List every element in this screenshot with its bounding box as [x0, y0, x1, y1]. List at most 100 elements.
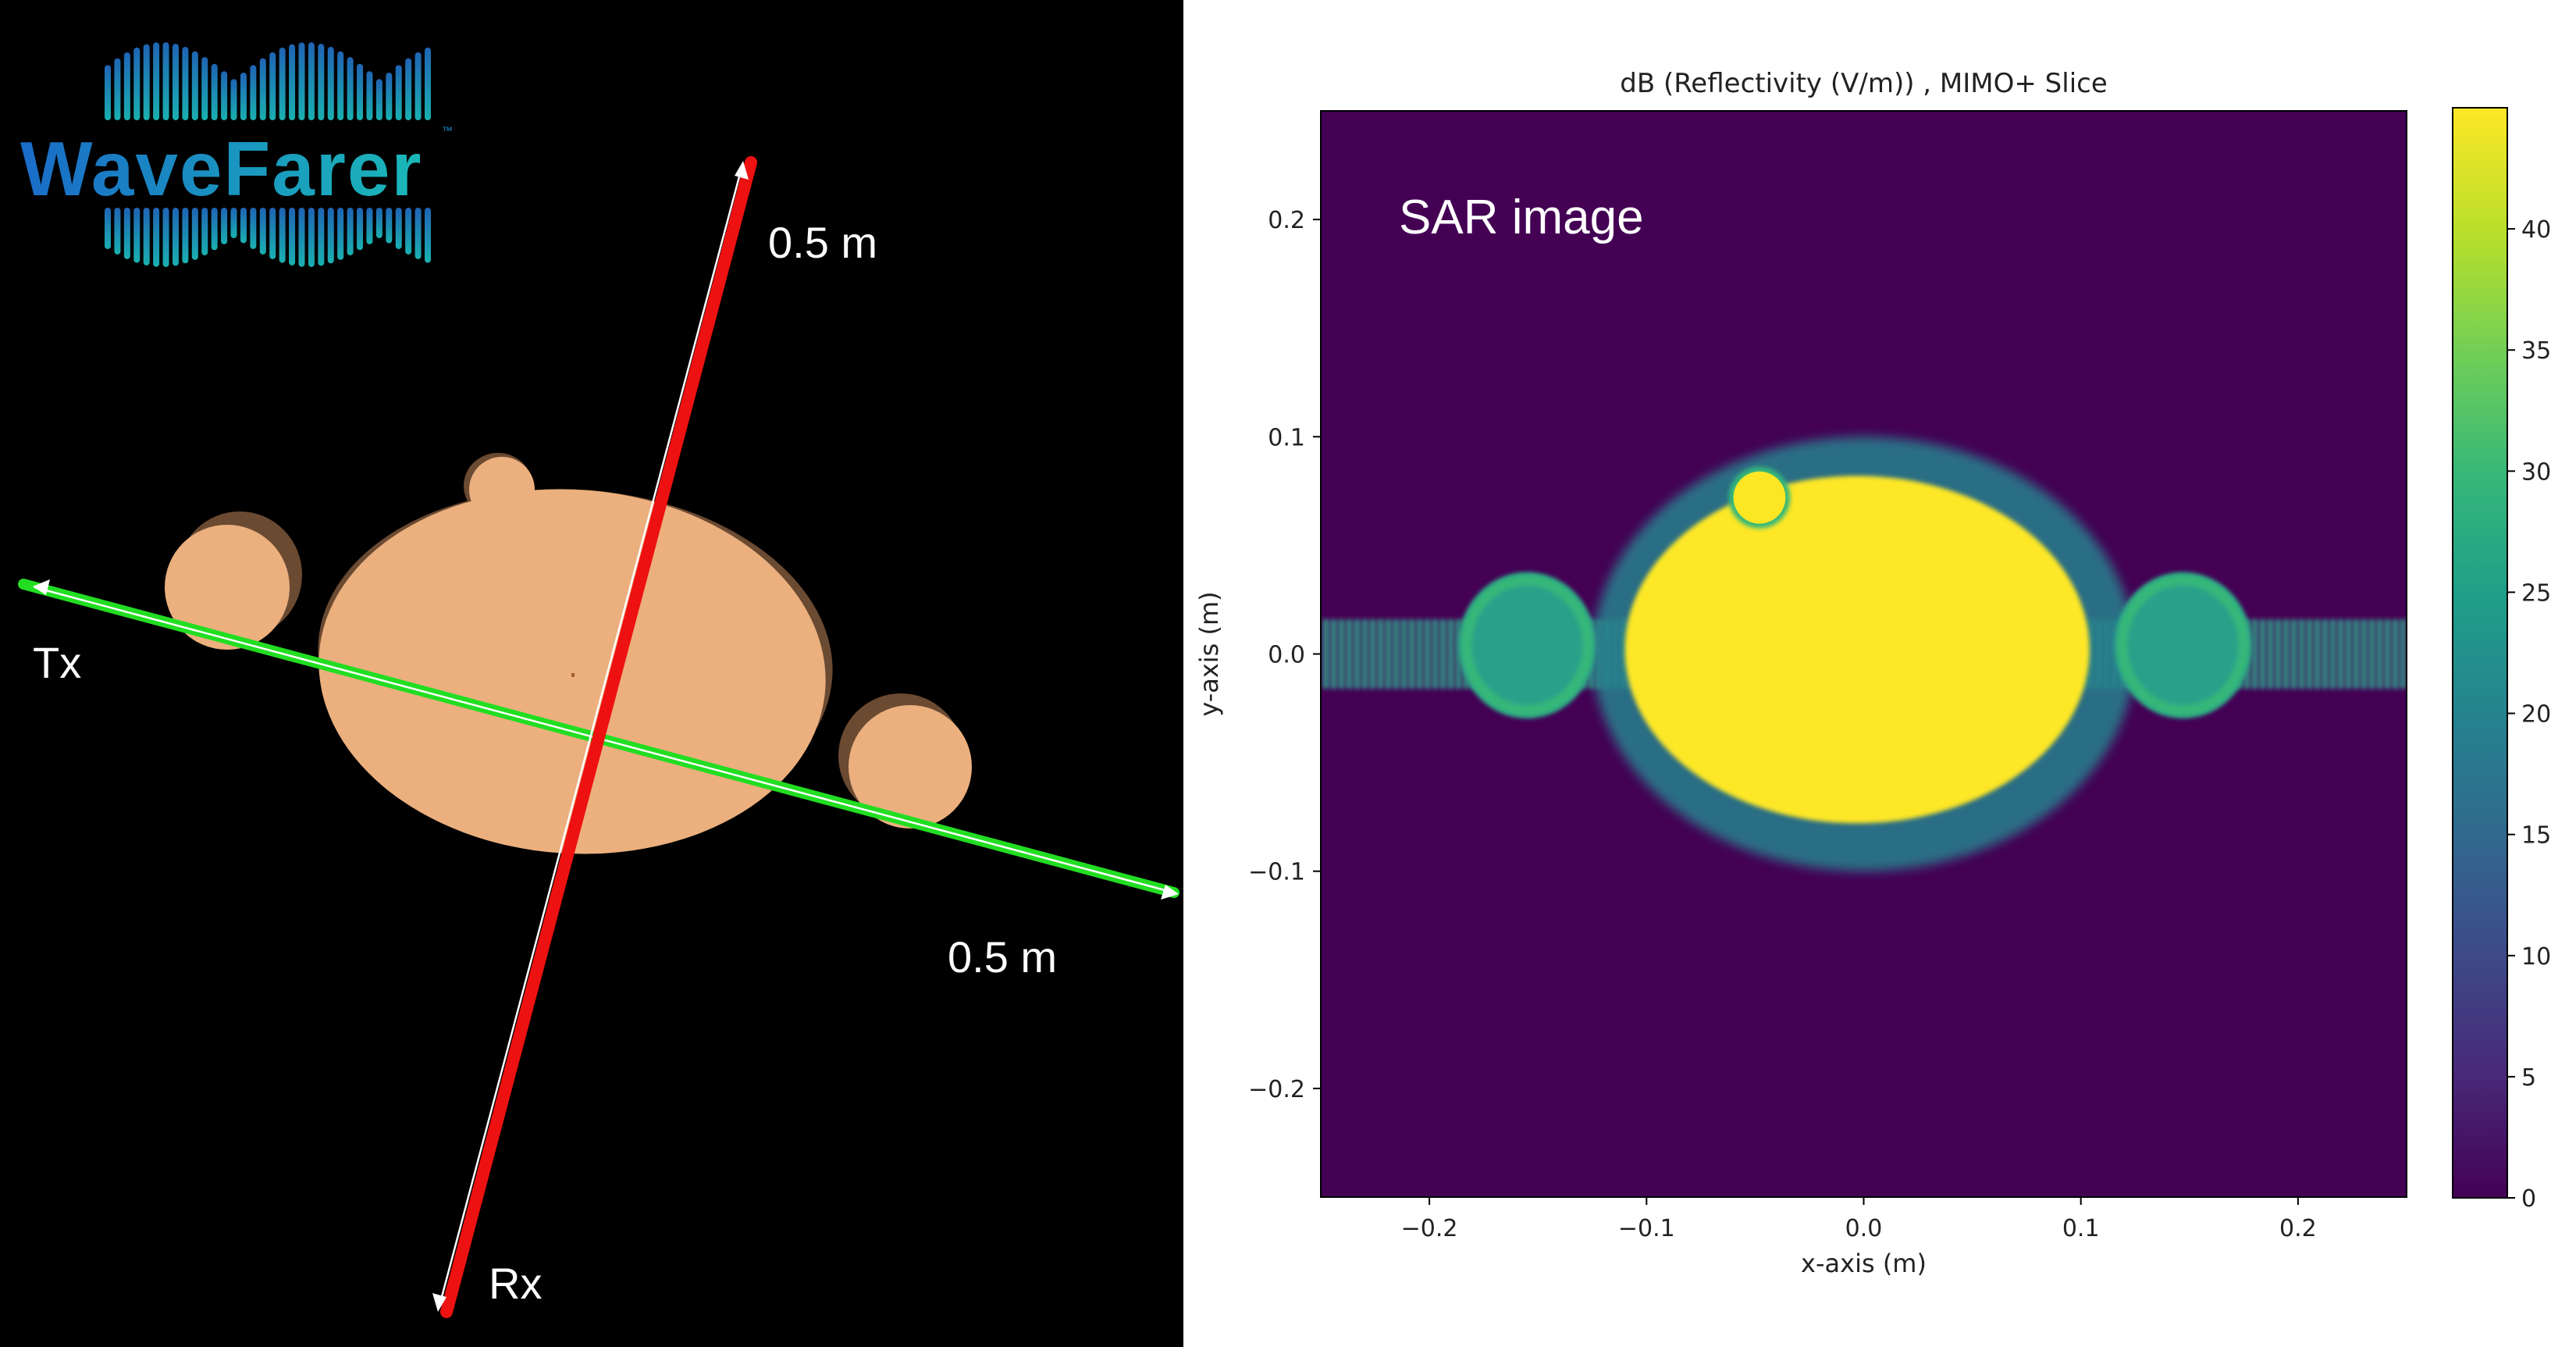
rx-arrow-head-end — [432, 1293, 447, 1312]
logo-wave-bar-bottom — [123, 208, 130, 259]
y-tick-label: 0.2 — [1268, 207, 1305, 234]
x-tick-label: −0.1 — [1618, 1215, 1675, 1242]
heatmap-ring — [1461, 574, 1594, 716]
logo-wave-bar-top — [269, 52, 276, 120]
logo-wave-bar-bottom — [386, 208, 393, 244]
logo-wave-bar-bottom — [153, 208, 160, 267]
logo-wave-bar-bottom — [182, 208, 189, 264]
colorbar-tick-label: 15 — [2521, 822, 2551, 850]
rx-label: Rx — [489, 1259, 542, 1308]
x-tick-label: 0.2 — [2279, 1215, 2317, 1242]
logo-wave-bar-top — [143, 44, 150, 120]
sar-image-annotation: SAR image — [1399, 191, 1644, 244]
scene-canvas: WaveFarer ™ — [18, 42, 1179, 1318]
y-tick-label: 0.0 — [1268, 642, 1305, 669]
x-axis-ticks: −0.2 −0.1 0.0 0.1 0.2 — [1401, 1197, 2317, 1242]
logo-wave-bar-bottom — [366, 208, 373, 244]
logo-wave-bar-top — [240, 72, 247, 120]
logo-wave-bar-top — [425, 47, 431, 121]
body-ellipse — [318, 489, 826, 854]
logo-wave-bar-bottom — [337, 208, 344, 260]
logo-wave-bar-bottom — [279, 208, 286, 263]
logo-wave-bar-top — [337, 51, 344, 120]
logo-wave-bar-top — [172, 44, 179, 120]
logo-wave-bar-top — [327, 46, 334, 120]
colorbar-tick-label: 25 — [2521, 579, 2551, 607]
logo-wave-bar-top — [153, 42, 160, 120]
body-center-marker — [571, 673, 575, 677]
colorbar-tick-label: 20 — [2521, 701, 2551, 729]
logo-wave-bar-top — [201, 57, 208, 120]
logo-wave-bar-top — [415, 52, 422, 120]
rx-arrow-head-start — [735, 161, 749, 180]
y-tick-label: −0.1 — [1248, 859, 1305, 886]
heatmap-ring — [2116, 574, 2250, 716]
logo-wave-bar-bottom — [405, 208, 412, 255]
sphere-left — [165, 525, 290, 650]
logo-wave-bar-bottom — [250, 208, 257, 249]
logo-wave-bar-bottom — [395, 208, 402, 249]
logo-wave-bar-bottom — [240, 208, 247, 244]
logo-wave-bar-top — [386, 72, 393, 120]
colorbar-tick-label: 5 — [2521, 1064, 2536, 1092]
colorbar-tick-label: 35 — [2521, 337, 2551, 365]
heatmap-plot — [1320, 110, 2407, 1198]
rx-axis-line — [440, 156, 757, 1318]
logo-wave-bar-bottom — [415, 208, 422, 259]
heatmap-torso — [1624, 476, 2090, 824]
logo-wave-bar-bottom — [375, 208, 382, 239]
logo-wave-bar-top — [318, 44, 325, 120]
logo-wave-bar-top — [308, 42, 315, 120]
logo-wave-bar-top — [279, 47, 286, 121]
logo-wave-bar-top — [133, 47, 141, 121]
scene-panel: WaveFarer ™ — [0, 0, 1183, 1347]
x-tick-label: 0.1 — [2062, 1215, 2100, 1242]
colorbar-tick-label: 30 — [2521, 458, 2551, 486]
logo-wave-bar-top — [395, 65, 402, 120]
logo-trademark: ™ — [442, 124, 453, 137]
sphere-right — [849, 705, 972, 829]
logo-wave-bar-bottom — [201, 208, 208, 256]
logo-wave-bar-top — [221, 71, 228, 120]
logo-wave-bar-bottom — [259, 208, 266, 255]
logo-wave-bar-bottom — [298, 208, 305, 267]
wavefarer-logo: WaveFarer ™ — [20, 42, 453, 267]
logo-wave-bar-top — [230, 79, 237, 120]
logo-wave-bar-bottom — [191, 208, 198, 260]
heatmap-ring-fill — [1458, 572, 1596, 718]
rx-axis — [432, 156, 757, 1318]
logo-text: WaveFarer — [20, 126, 423, 212]
y-axis-label: y-axis (m) — [1194, 591, 1224, 716]
logo-wave-bar-bottom — [357, 208, 364, 251]
logo-wave-bar-top — [347, 57, 354, 120]
logo-wave-bar-bottom — [318, 208, 325, 266]
logo-wave-bar-top — [123, 52, 130, 120]
logo-wave-bar-bottom — [327, 208, 334, 264]
logo-wave-bar-bottom — [162, 208, 169, 267]
logo-wave-bar-top — [105, 65, 111, 120]
x-tick-label: −0.2 — [1401, 1215, 1458, 1242]
x-tick-label: 0.0 — [1845, 1215, 1883, 1242]
logo-wave-bar-bottom — [289, 208, 296, 265]
logo-wave-bar-bottom — [172, 208, 179, 266]
tx-arrow-head-end — [1161, 885, 1179, 900]
logo-wave-bar-top — [114, 58, 121, 120]
logo-wave-bar-bottom — [269, 208, 276, 259]
logo-wave-bar-top — [375, 79, 382, 120]
logo-wave-bar-top — [162, 42, 169, 120]
logo-wave-bar-top — [298, 42, 305, 120]
logo-wave-bar-top — [211, 63, 218, 120]
logo-wave-bar-bottom — [425, 208, 431, 263]
logo-wave-bar-bottom — [230, 208, 237, 239]
logo-wave-bar-bottom — [221, 208, 228, 244]
colorbar-gradient — [2452, 107, 2508, 1199]
logo-wave-bar-bottom — [143, 208, 150, 265]
logo-wave-bars — [105, 42, 431, 267]
logo-wave-bar-bottom — [114, 208, 121, 255]
heatmap-head — [1733, 471, 1786, 524]
colorbar: 0 5 10 15 20 25 30 35 40 — [2452, 107, 2551, 1213]
logo-wave-bar-top — [366, 71, 373, 120]
logo-wave-bar-bottom — [211, 208, 218, 251]
y-tick-label: −0.2 — [1248, 1076, 1305, 1103]
colorbar-ticks: 0 5 10 15 20 25 30 35 40 — [2507, 216, 2551, 1213]
